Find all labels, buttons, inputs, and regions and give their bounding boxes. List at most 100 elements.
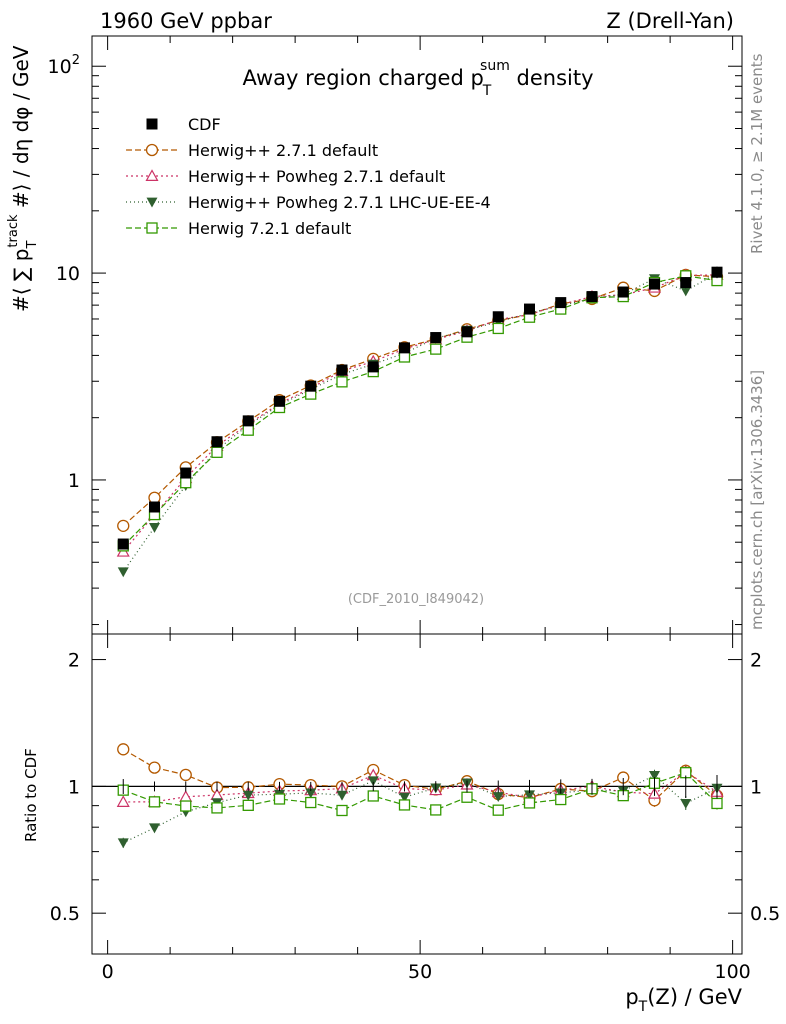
ratio-point-herwig-721-default <box>367 790 379 802</box>
ratio-series-herwigpp-271-default <box>117 743 724 807</box>
ratio-series-herwigpp-powheg-271-lhc-ue-ee-4 <box>117 769 723 849</box>
point-CDF <box>180 467 192 479</box>
series-line-herwigpp-271-default <box>122 274 718 527</box>
legend-marker-herwigpp-powheg-271-lhc-ue-ee-4 <box>146 197 158 208</box>
xlabel-p: p <box>625 985 638 1009</box>
ratio-point-herwigpp-powheg-271-lhc-ue-ee-4 <box>367 776 379 787</box>
ratio-point-herwigpp-powheg-271-lhc-ue-ee-4 <box>149 823 160 834</box>
ratio-point-herwigpp-powheg-271-lhc-ue-ee-4 <box>117 838 129 849</box>
ratio-series-herwig-721-default <box>117 766 723 817</box>
point-herwigpp-271-default <box>117 519 130 532</box>
ratio-point-herwig-721-default <box>273 793 286 805</box>
point-CDF <box>617 286 629 298</box>
ratio-tick-label-left: 2 <box>68 650 80 672</box>
ratio-point-herwig-721-default <box>242 799 254 811</box>
point-CDF <box>524 303 535 315</box>
y-tick-label: 102 <box>48 53 80 78</box>
ratio-point-herwig-721-default <box>180 800 192 812</box>
watermark-source: mcplots.cern.ch [arXiv:1306.3436] <box>748 370 766 630</box>
legend: CDF Herwig++ 2.7.1 default Herwig++ Powheg… <box>126 115 491 238</box>
series-line-herwig-721-default <box>122 275 718 547</box>
title-main: Away region charged p <box>242 66 483 90</box>
ratio-tick-label-left: 0.5 <box>50 903 80 925</box>
ratio-point-herwigpp-powheg-271-lhc-ue-ee-4 <box>305 788 317 799</box>
ratio-point-herwigpp-powheg-271-lhc-ue-ee-4 <box>492 792 504 802</box>
ylabel-sub: T <box>25 241 40 250</box>
point-herwig-721-default <box>242 424 254 436</box>
legend-label: Herwig 7.2.1 default <box>188 219 351 238</box>
ratio-point-herwigpp-powheg-271-lhc-ue-ee-4 <box>242 790 254 801</box>
point-CDF <box>399 342 410 354</box>
ratio-panel-frame <box>91 633 743 955</box>
series-herwigpp-powheg-271-default <box>116 268 724 557</box>
x-axis-label: pT(Z) / GeV <box>625 985 742 1015</box>
header-left-label: 1960 GeV ppbar <box>100 9 272 33</box>
ratio-point-herwigpp-271-default <box>179 768 192 782</box>
point-herwig-721-default <box>336 376 348 388</box>
series-line-herwigpp-powheg-271-lhc-ue-ee-4 <box>122 272 718 573</box>
title-sub: T <box>482 83 492 99</box>
point-CDF <box>680 277 692 289</box>
legend-marker-herwigpp-271-default <box>145 143 159 157</box>
ratio-point-herwigpp-powheg-271-lhc-ue-ee-4 <box>399 792 410 803</box>
ratio-point-herwig-721-default <box>461 791 473 803</box>
chart-title: Away region charged pTsum density <box>242 58 593 99</box>
point-herwigpp-powheg-271-lhc-ue-ee-4 <box>680 286 692 297</box>
ratio-point-herwig-721-default <box>430 804 442 816</box>
point-CDF <box>336 364 348 376</box>
ylabel-post: #⟩ / dη dφ / GeV <box>9 45 33 214</box>
title-sup: sum <box>480 58 510 74</box>
point-herwig-721-default <box>430 343 442 355</box>
series-herwigpp-271-default <box>117 268 724 532</box>
ratio-series-CDF <box>122 774 718 799</box>
header-right-label: Z (Drell-Yan) <box>606 9 734 33</box>
y-tick-label: 10 <box>56 263 80 285</box>
watermark-version: Rivet 4.1.0, ≥ 2.1M events <box>748 53 766 254</box>
x-tick-label: 100 <box>714 961 750 983</box>
ylabel-sup: track <box>6 214 21 248</box>
series-herwigpp-powheg-271-lhc-ue-ee-4 <box>117 268 723 578</box>
point-herwig-721-default <box>398 351 411 363</box>
xlabel-rest: (Z) / GeV <box>647 985 742 1009</box>
series-line-herwigpp-powheg-271-default <box>122 274 718 553</box>
ratio-point-herwig-721-default <box>711 797 723 810</box>
xlabel-sub: T <box>638 999 648 1015</box>
x-tick-label: 50 <box>408 961 432 983</box>
y-axis-label: #⟨ ∑ pTtrack #⟩ / dη dφ / GeV <box>6 45 40 312</box>
ratio-series-layer <box>116 743 724 849</box>
y-tick-label-base: 10 <box>48 56 72 78</box>
analysis-id: (CDF_2010_I849042) <box>348 592 484 607</box>
y-tick-label: 1 <box>68 470 80 492</box>
legend-marker-herwig-721-default <box>146 222 158 234</box>
ratio-point-herwigpp-271-default <box>148 761 161 774</box>
point-herwigpp-powheg-271-lhc-ue-ee-4 <box>149 522 160 533</box>
series-herwig-721-default <box>117 270 723 552</box>
point-CDF <box>149 501 160 513</box>
point-CDF <box>274 395 285 407</box>
legend-item-herwig-721-default: Herwig 7.2.1 default <box>126 219 351 238</box>
legend-label: Herwig++ Powheg 2.7.1 default <box>188 167 445 186</box>
ratio-point-herwig-721-default <box>492 804 504 816</box>
title-tail: density <box>510 66 594 90</box>
legend-item-herwigpp-271-default: Herwig++ 2.7.1 default <box>126 141 378 160</box>
ratio-point-herwig-721-default <box>305 796 317 809</box>
legend-label: Herwig++ 2.7.1 default <box>188 141 378 160</box>
ratio-point-herwigpp-powheg-271-lhc-ue-ee-4 <box>524 790 535 801</box>
ratio-point-herwigpp-powheg-271-default <box>116 795 130 807</box>
x-tick-label: 0 <box>102 961 114 983</box>
point-CDF <box>461 326 473 338</box>
point-herwigpp-powheg-271-lhc-ue-ee-4 <box>117 567 129 578</box>
ratio-tick-label-right: 2 <box>750 650 762 672</box>
ratio-point-herwig-721-default <box>523 797 536 809</box>
point-CDF <box>367 361 379 373</box>
ratio-point-herwigpp-powheg-271-lhc-ue-ee-4 <box>680 799 692 809</box>
ratio-point-herwigpp-271-default <box>117 743 130 756</box>
main-series-layer <box>116 266 724 578</box>
point-CDF <box>305 380 317 392</box>
series-CDF <box>117 266 723 550</box>
point-CDF <box>430 332 442 344</box>
point-herwig-721-default <box>180 477 192 489</box>
legend-item-CDF: CDF <box>146 115 221 134</box>
ratio-point-herwigpp-powheg-271-lhc-ue-ee-4 <box>649 770 660 781</box>
